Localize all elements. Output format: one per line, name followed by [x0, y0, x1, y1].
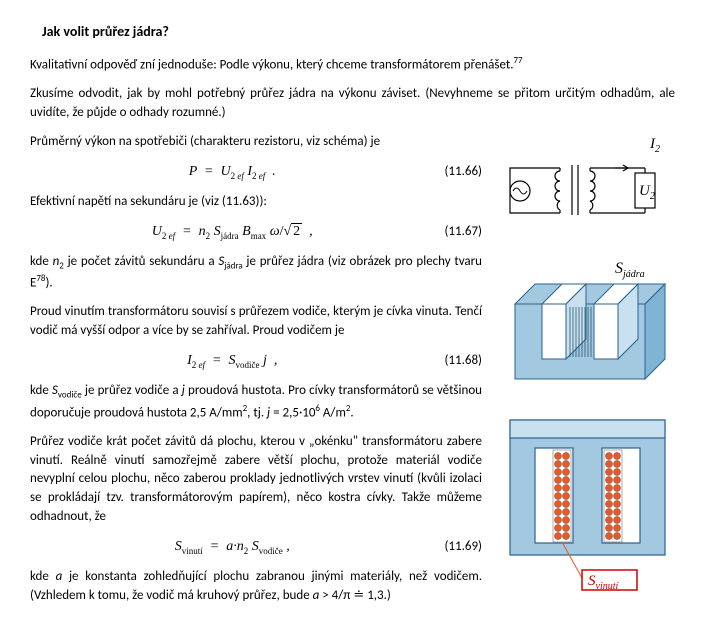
svg-text:I2: I2 — [649, 136, 660, 155]
equation-11-66: P = U2 ef I2 ef . (11.66) — [30, 162, 482, 183]
figure-transformer-schematic: I2 U2 — [500, 133, 675, 245]
fig3-s-sub: vinutí — [596, 581, 620, 592]
para-8: Průřez vodiče krát počet závitů dá ploch… — [30, 433, 482, 527]
fig1-u2-sub: 2 — [650, 191, 655, 202]
eq69-body: Svinutí = a·n2 Svodiče , — [30, 537, 434, 558]
equation-11-67: U2 ef = n2 Sjádra Bmax ω/2 , (11.67) — [30, 222, 482, 243]
eq69-num: (11.69) — [434, 538, 482, 557]
footnote-77: 77 — [513, 55, 522, 66]
para-5: kde n2 je počet závitů sekundáru a Sjádr… — [30, 253, 482, 294]
equation-11-68: I2 ef = Svodiče j , (11.68) — [30, 351, 482, 372]
figure-e-core: Sjádra — [500, 259, 675, 396]
para-3: Průměrný výkon na spotřebiči (charakteru… — [30, 133, 482, 152]
eq66-body: P = U2 ef I2 ef . — [30, 162, 434, 183]
p5d: ). — [45, 276, 52, 291]
p7b: je průřez vodiče a — [82, 383, 182, 398]
sym-svod-sub: vodiče — [58, 389, 82, 400]
fig2-s-sub: jádra — [621, 269, 645, 280]
p7a: kde — [30, 383, 52, 398]
eq66-num: (11.66) — [434, 163, 482, 182]
p1-text: Kvalitativní odpověď zní jednoduše: Podl… — [30, 58, 513, 73]
para-7: kde Svodiče je průřez vodiče a j proudov… — [30, 382, 482, 423]
eq68-body: I2 ef = Svodiče j , — [30, 351, 434, 372]
p7d: , tj. — [247, 405, 267, 420]
figure-winding-window: Svinutí — [500, 410, 675, 607]
para-1: Kvalitativní odpověď zní jednoduše: Podl… — [30, 54, 675, 75]
eq67-body: U2 ef = n2 Sjádra Bmax ω/2 , — [30, 222, 434, 243]
fig1-i2-sub: 2 — [655, 144, 660, 155]
equation-11-69: Svinutí = a·n2 Svodiče , (11.69) — [30, 537, 482, 558]
para-6: Proud vinutím transformátoru souvisí s p… — [30, 303, 482, 341]
para-2: Zkusíme odvodit, jak by mohl potřebný pr… — [30, 85, 675, 123]
fig2-s: S — [615, 260, 623, 277]
p9c: > 4/π ≐ 1,3.) — [319, 588, 391, 603]
p7g: . — [350, 405, 353, 420]
para-4: Efektivní napětí na sekundáru je (viz (1… — [30, 193, 482, 212]
p9a: kde — [30, 569, 56, 584]
page-title: Jak volit průřez jádra? — [42, 22, 675, 42]
p9b: je konstanta zohledňující plochu zabrano… — [30, 569, 482, 603]
eq67-num: (11.67) — [434, 223, 482, 242]
sym-sjadra-sub: jádra — [224, 260, 242, 271]
p7f: A/m — [320, 405, 346, 420]
p5a: kde — [30, 254, 53, 269]
eq68-num: (11.68) — [434, 352, 482, 371]
svg-text:Sjádra: Sjádra — [615, 260, 645, 280]
p5b: je počet závitů sekundáru a — [64, 254, 218, 269]
p7e: = 2,5·10 — [270, 405, 315, 420]
para-9: kde a je konstanta zohledňující plochu z… — [30, 568, 482, 606]
svg-text:U2: U2 — [639, 183, 655, 202]
